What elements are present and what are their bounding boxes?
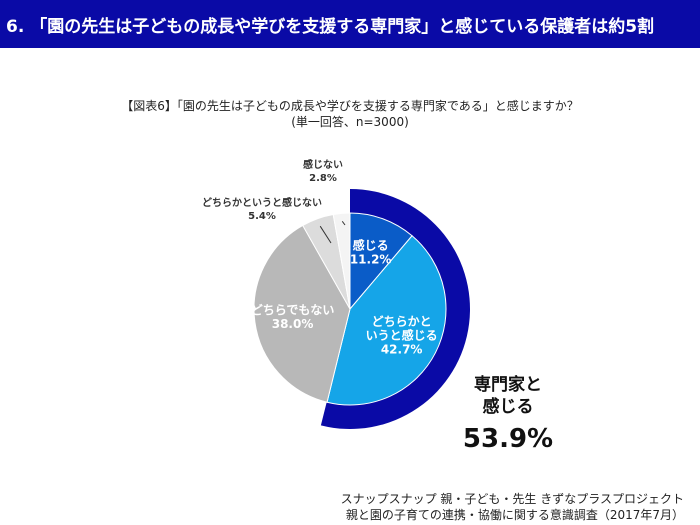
slice-value: 38.0%	[272, 317, 314, 331]
pie-slice	[326, 235, 447, 406]
chart-subtitle: (単一回答、n=3000)	[291, 115, 409, 129]
pie-slice	[332, 212, 351, 310]
highlight-value: 53.9%	[463, 424, 553, 454]
pie-slice	[349, 212, 413, 311]
slice-label: どちらでもない	[251, 303, 335, 317]
chart-title: 【図表6】「園の先生は子どもの成長や学びを支援する専門家である」と感じますか？	[121, 99, 579, 113]
leader-line	[341, 221, 346, 226]
slice-label: 感じる	[353, 238, 389, 253]
highlight-label: 専門家と	[474, 374, 542, 395]
pie-slice	[253, 224, 351, 403]
header-bar: 6. 「園の先生は子どもの成長や学びを支援する専門家」と感じている保護者は約5割	[0, 0, 700, 48]
slice-value: 5.4%	[248, 211, 276, 222]
slice-label: 感じない	[303, 158, 343, 171]
footer-survey: 親と園の子育ての連携・協働に関する意識調査（2017年7月）	[345, 508, 684, 522]
slice-value: 42.7%	[381, 342, 423, 356]
slice-label: どちらかと	[372, 314, 432, 328]
highlight-label: 感じる	[483, 396, 534, 417]
slice-label: いうと感じる	[366, 327, 438, 342]
page-title: 6. 「園の先生は子どもの成長や学びを支援する専門家」と感じている保護者は約5割	[6, 17, 655, 37]
slice-label: どちらかというと感じない	[202, 196, 322, 209]
slice-value: 2.8%	[309, 173, 337, 184]
slice-value: 11.2%	[350, 253, 392, 267]
footer-source: スナップスナップ 親・子ども・先生 きずなプラスプロジェクト	[340, 492, 684, 506]
leader-line	[319, 225, 332, 244]
